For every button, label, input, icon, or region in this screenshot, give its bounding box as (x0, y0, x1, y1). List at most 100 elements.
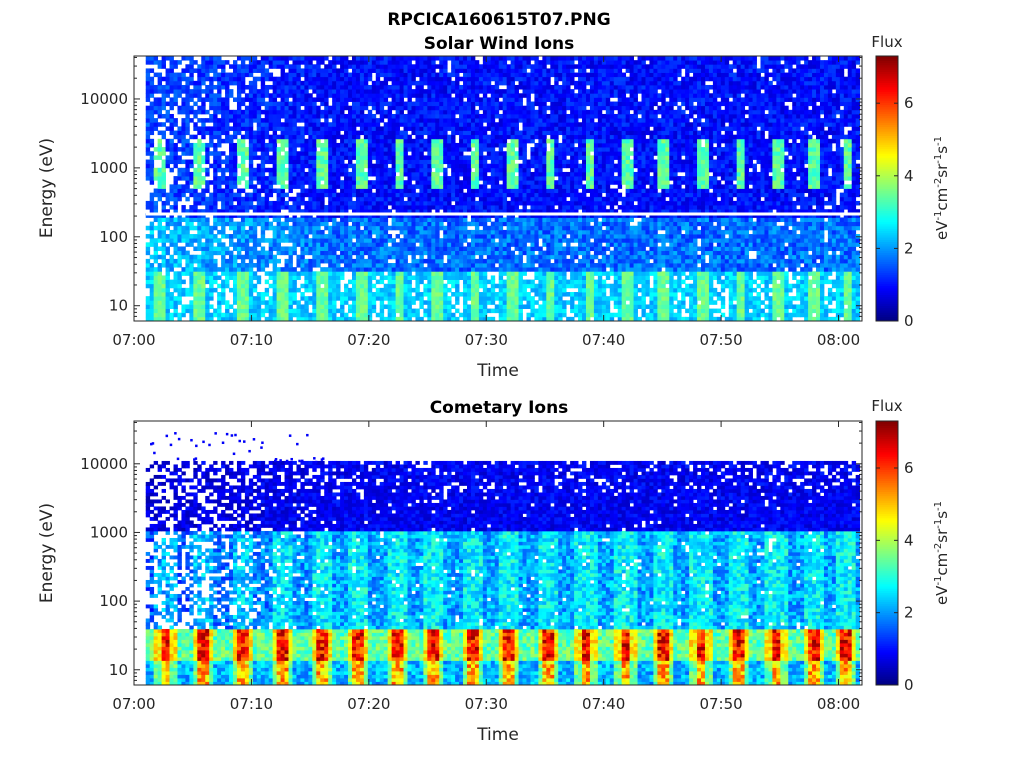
spectrogram-cell (324, 93, 329, 98)
spectrogram-cell (157, 300, 163, 305)
spectrogram-cell (229, 250, 234, 256)
spectrogram-cell (439, 316, 444, 322)
spectrogram-cell (482, 113, 488, 119)
spectrogram-cell (332, 126, 337, 131)
spectrogram-cell (478, 68, 484, 73)
spectrogram-cell (419, 126, 424, 131)
spectrogram-cell (268, 188, 274, 194)
spectrogram-cell (272, 138, 278, 144)
spectrogram-cell (367, 138, 373, 144)
spectrogram-cell (268, 109, 274, 115)
spectrogram-cell (161, 64, 166, 69)
spectrogram-cell (411, 72, 416, 78)
spectrogram-cell (244, 151, 250, 156)
spectrogram-cell (225, 209, 230, 214)
spectrogram-cell (431, 118, 436, 123)
spectrogram-cell (359, 167, 365, 173)
spectrogram-cell (490, 221, 496, 227)
spectrogram-cell (340, 316, 345, 322)
spectrogram-cell (284, 101, 289, 107)
spectrogram-cell (272, 64, 278, 69)
spectrogram-cell (213, 167, 218, 173)
spectrogram-cell (256, 242, 262, 247)
spectrogram-cell (355, 159, 361, 165)
spectrogram-cell (320, 93, 325, 98)
spectrogram-cell (316, 142, 321, 148)
spectrogram-cell (431, 242, 436, 247)
spectrogram-cell (260, 221, 266, 227)
spectrogram-cell (280, 89, 285, 94)
spectrogram-cell (399, 263, 404, 268)
spectrogram-cell (340, 296, 345, 301)
spectrogram-cell (240, 188, 246, 194)
spectrogram-cell (316, 113, 321, 119)
spectrogram-cell (276, 64, 281, 69)
spectrogram-cell (435, 275, 440, 280)
spectrogram-cell (304, 122, 309, 127)
spectrogram-cell (348, 118, 353, 123)
spectrogram-cell (268, 238, 274, 243)
spectrogram-cell (435, 184, 440, 189)
spectrogram-cell (443, 271, 448, 276)
spectrogram-cell (268, 300, 274, 305)
spectrogram-cell (205, 171, 210, 177)
spectrogram-cell (375, 155, 381, 160)
spectrogram-cell (173, 130, 178, 136)
spectrogram-cell (324, 56, 329, 61)
spectrogram-cell (344, 130, 349, 136)
spectrogram-cell (248, 97, 254, 102)
spectrogram-cell (494, 213, 500, 218)
spectrogram-cell (276, 279, 281, 285)
spectrogram-cell (217, 97, 222, 102)
spectrogram-cell (280, 84, 285, 90)
spectrogram-cell (197, 221, 202, 227)
spectrogram-cell (411, 200, 416, 206)
spectrogram-cell (336, 105, 341, 111)
spectrogram-cell (355, 292, 361, 297)
spectrogram-cell (348, 292, 353, 297)
spectrogram-cell (221, 101, 226, 107)
spectrogram-cell (252, 93, 258, 98)
spectrogram-cell (233, 221, 238, 227)
spectrogram-cell (427, 205, 432, 210)
spectrogram-cell (201, 159, 206, 165)
spectrogram-cell (470, 97, 476, 102)
spectrogram-cell (244, 234, 250, 239)
spectrogram-cell (411, 155, 416, 160)
spectrogram-cell (419, 109, 424, 115)
spectrogram-cell (478, 246, 484, 252)
spectrogram-cell (185, 84, 190, 90)
spectrogram-cell (320, 184, 325, 189)
spectrogram-cell (395, 254, 400, 260)
spectrogram-cell (264, 238, 270, 243)
spectrogram-cell (288, 296, 293, 301)
spectrogram-cell (455, 225, 460, 231)
spectrogram-cell (387, 254, 393, 260)
spectrogram-cell (387, 200, 393, 206)
spectrogram-cell (320, 101, 325, 107)
spectrogram-cell (225, 113, 230, 119)
spectrogram-cell (391, 76, 397, 82)
spectrogram-cell (161, 292, 166, 297)
spectrogram-cell (474, 200, 480, 206)
spectrogram-cell (340, 101, 345, 107)
spectrogram-cell (165, 296, 170, 301)
spectrogram-cell (363, 209, 369, 214)
spectrogram-cell (379, 142, 385, 148)
spectrogram-cell (348, 188, 353, 194)
spectrogram-cell (455, 308, 460, 314)
spectrogram-cell (431, 229, 436, 235)
spectrogram-cell (268, 304, 274, 309)
spectrogram-cell (395, 225, 400, 231)
spectrogram-cell (312, 221, 317, 227)
spectrogram-cell (256, 188, 262, 194)
spectrogram-cell (248, 308, 254, 314)
spectrogram-cell (411, 64, 416, 69)
spectrogram-cell (193, 192, 198, 198)
spectrogram-cell (411, 130, 416, 136)
spectrogram-cell (474, 213, 480, 218)
spectrogram-cell (494, 142, 500, 148)
spectrogram-cell (177, 147, 182, 152)
spectrogram-cell (225, 308, 230, 314)
spectrogram-cell (336, 184, 341, 189)
